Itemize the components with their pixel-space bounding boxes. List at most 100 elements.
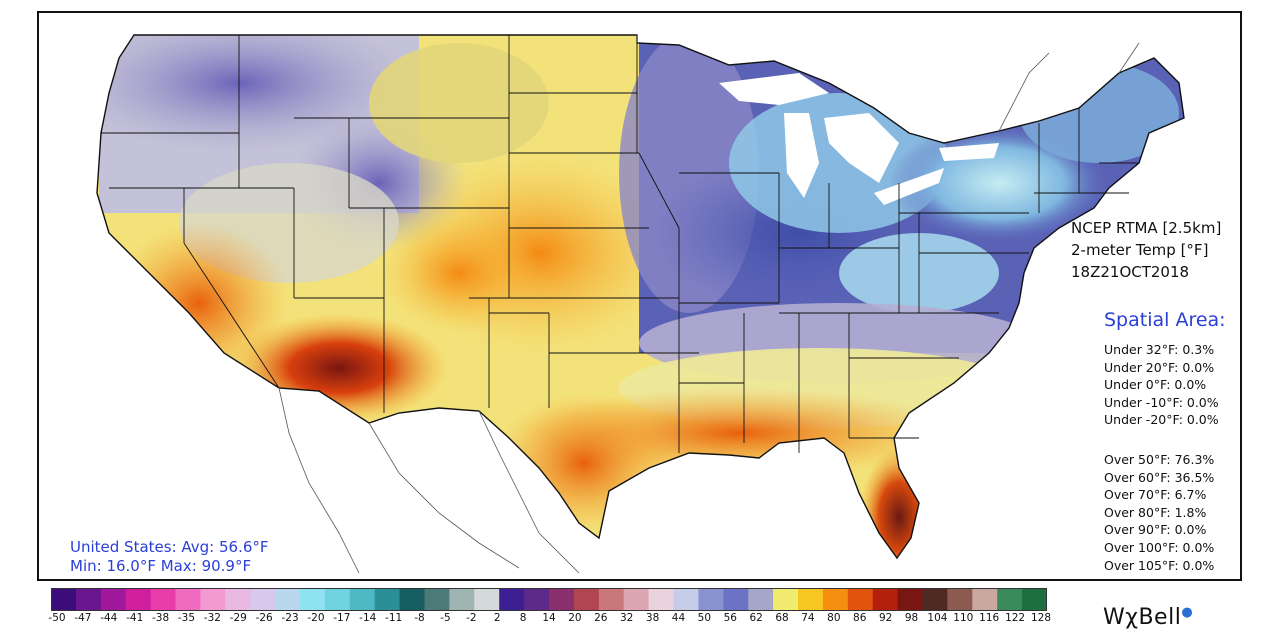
colorbar-tick-label: 122	[1005, 612, 1026, 624]
colorbar-tick-label: 86	[853, 612, 867, 624]
colorbar-tick-label: 44	[671, 612, 686, 624]
colorbar-tick-label: -29	[229, 612, 247, 624]
colorbar-tick-label: -5	[440, 612, 451, 624]
over-item: Over 90°F: 0.0%	[1104, 522, 1207, 538]
colorbar-tick-label: 20	[568, 612, 582, 624]
colorbar-tick-label: 92	[878, 612, 893, 624]
brand-dot-icon: ●	[1181, 605, 1194, 620]
colorbar-segment	[424, 588, 450, 611]
colorbar-tick-label: -17	[333, 612, 351, 624]
colorbar-tick-label: -44	[100, 612, 118, 624]
colorbar-tick-label: 62	[749, 612, 763, 624]
over-item: Over 70°F: 6.7%	[1104, 487, 1207, 503]
colorbar-segment	[499, 588, 525, 611]
over-item: Over 60°F: 36.5%	[1104, 469, 1215, 485]
colorbar-tick-label: -47	[74, 612, 92, 624]
colorbar-tick-label: 74	[801, 612, 815, 624]
colorbar-segment	[972, 588, 998, 611]
colorbar-tick-label: -38	[152, 612, 170, 624]
colorbar-tick-label: 50	[697, 612, 712, 624]
us-stats: United States: Avg: 56.6°F Min: 16.0°F M…	[70, 538, 269, 576]
colorbar-segment	[275, 588, 301, 611]
colorbar-segment	[225, 588, 251, 611]
colorbar-segment	[773, 588, 799, 611]
colorbar-tick-label: -26	[255, 612, 273, 624]
colorbar-segment	[250, 588, 276, 611]
over-item: Over 100°F: 0.0%	[1104, 539, 1215, 555]
over-item: Over 50°F: 76.3%	[1104, 452, 1215, 467]
minmax-line: Min: 16.0°F Max: 90.9°F	[70, 557, 252, 575]
colorbar-tick-label: -8	[414, 612, 425, 624]
colorbar-segment	[623, 588, 650, 611]
colorbar-segment	[349, 588, 376, 611]
brand-name: WχBell	[1103, 605, 1182, 630]
colorbar-segment	[648, 588, 675, 611]
avg-line: United States: Avg: 56.6°F	[70, 538, 269, 556]
colorbar-tick-label: -32	[203, 612, 221, 624]
colorbar-segment	[872, 588, 899, 611]
under-item: Under -10°F: 0.0%	[1104, 394, 1219, 410]
colorbar-tick-label: 38	[645, 612, 660, 624]
colorbar-tick-label: 80	[827, 612, 841, 624]
colorbar-ticks: -50 -47 -44 -41 -38 -35 -32 -29 -26 -23 -20 -17 -14-…	[0, 612, 1080, 626]
conus-temperature-map	[96, 34, 1185, 574]
colorbar-segment	[822, 588, 849, 611]
colorbar-tick-label: -23	[281, 612, 299, 624]
colorbar-segment	[598, 588, 625, 611]
colorbar-segment	[200, 588, 226, 611]
colorbar-tick-label: 8	[519, 612, 527, 624]
colorbar-tick-label: 110	[953, 612, 974, 624]
temperature-colorbar	[51, 588, 1047, 611]
under-item: Under -20°F: 0.0%	[1104, 412, 1219, 428]
colorbar-segment	[723, 588, 749, 611]
temperature-map	[37, 11, 1242, 581]
under-item: Under 0°F: 0.0%	[1104, 377, 1207, 393]
over-threshold-list: Over 50°F: 76.3% Over 60°F: 36.5% Over 7…	[1104, 451, 1214, 574]
colorbar-segment	[748, 588, 774, 611]
colorbar-tick-label: -14	[359, 612, 377, 624]
colorbar-tick-label: -50	[48, 612, 66, 624]
colorbar-segment	[922, 588, 948, 611]
colorbar-segment	[300, 588, 326, 611]
over-item: Over 80°F: 1.8%	[1104, 504, 1207, 520]
product-source: NCEP RTMA [2.5km]	[1071, 219, 1222, 237]
under-item: Under 20°F: 0.0%	[1104, 359, 1215, 375]
colorbar-segment	[449, 588, 475, 611]
colorbar-segment	[997, 588, 1023, 611]
colorbar-segment	[474, 588, 500, 611]
colorbar-border	[51, 588, 1047, 611]
colorbar-segment	[374, 588, 401, 611]
colorbar-segment	[51, 588, 77, 611]
colorbar-segment	[100, 588, 127, 611]
colorbar-segment	[549, 588, 575, 611]
colorbar-segment	[673, 588, 699, 611]
product-variable: 2-meter Temp [°F]	[1071, 241, 1209, 259]
colorbar-segment	[698, 588, 724, 611]
under-threshold-list: Under 32°F: 0.3% Under 20°F: 0.0% Under …	[1104, 341, 1219, 429]
colorbar-tick-label: 128	[1030, 612, 1052, 624]
colorbar-segment	[399, 588, 426, 611]
product-info: NCEP RTMA [2.5km] 2-meter Temp [°F] 18Z2…	[1071, 217, 1221, 283]
colorbar-tick-label: 32	[619, 612, 634, 624]
colorbar-tick-label: 104	[927, 612, 948, 624]
colorbar-segment	[947, 588, 973, 611]
colorbar-tick-label: 2	[493, 612, 501, 624]
colorbar-segment	[150, 588, 177, 611]
colorbar-tick-label: -2	[466, 612, 477, 624]
colorbar-tick-label: 26	[594, 612, 608, 624]
colorbar-tick-label: -41	[126, 612, 144, 624]
over-item: Over 105°F: 0.0%	[1104, 557, 1215, 573]
spatial-area-title: Spatial Area:	[1104, 309, 1226, 331]
colorbar-segment	[847, 588, 874, 611]
colorbar-segment	[75, 588, 102, 611]
colorbar-segment	[324, 588, 351, 611]
colorbar-tick-label: 14	[542, 612, 556, 624]
colorbar-tick-label: -35	[177, 612, 196, 624]
colorbar-segment	[897, 588, 924, 611]
colorbar-tick-label: 116	[979, 612, 1000, 624]
colorbar-tick-label: 98	[904, 612, 919, 624]
colorbar-segment	[798, 588, 824, 611]
colorbar-segment	[573, 588, 600, 611]
weatherbell-logo: WχBell●	[1103, 605, 1193, 630]
colorbar-tick-label: -11	[385, 612, 403, 624]
